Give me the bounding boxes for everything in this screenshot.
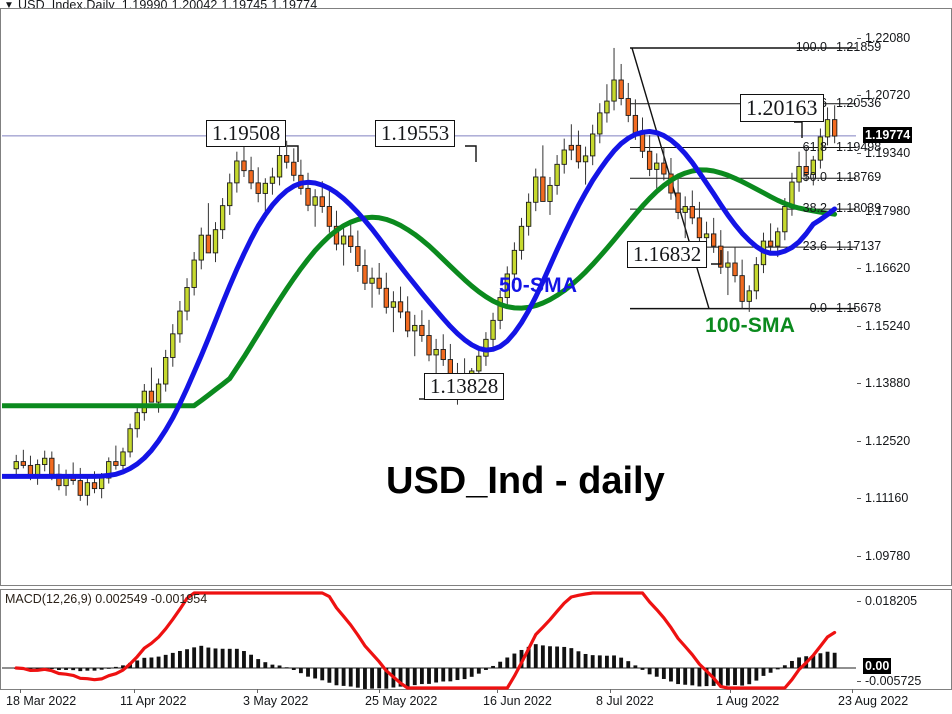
sma50-label: 50-SMA [499, 274, 578, 297]
sma100-line [2, 167, 838, 409]
price-tick-label: 1.22080 [865, 30, 911, 45]
macd-tick-label: -0.005725 [865, 674, 922, 688]
macd-pane[interactable]: 0.018205 0.00 -0.005725 [0, 589, 952, 690]
date-tick-label: 23 Aug 2022 [838, 694, 909, 708]
price-plot-area[interactable] [2, 10, 856, 586]
price-tick-mark [857, 383, 861, 385]
fib-level-label: 100.0 1.21859 [787, 40, 881, 54]
price-tick-label: 1.12520 [865, 433, 911, 448]
date-tick-label: 1 Aug 2022 [716, 694, 780, 708]
current-price-value: 1.19774 [863, 126, 913, 143]
macd-chart-svg [2, 591, 856, 690]
date-tick-label: 3 May 2022 [243, 694, 309, 708]
date-tick-mark [379, 689, 380, 693]
date-tick-mark [497, 689, 498, 693]
date-tick-mark [20, 689, 21, 693]
fib-level-price: 1.18769 [836, 170, 882, 185]
date-tick-label: 18 Mar 2022 [6, 694, 77, 708]
date-tick-label: 11 Apr 2022 [120, 694, 187, 708]
sma50-line [2, 129, 838, 479]
date-axis: 18 Mar 2022 11 Apr 2022 3 May 2022 25 May 2… [0, 689, 952, 714]
macd-scale[interactable]: 0.018205 0.00 -0.005725 [857, 590, 952, 689]
callout-leader-lines [287, 121, 803, 400]
macd-tick-label: 0.018205 [865, 594, 918, 608]
price-tick-mark [857, 440, 861, 442]
fib-level-price: 1.20536 [836, 95, 882, 110]
price-pane[interactable]: 100.01.2185978.61.2053661.81.1949850.01.… [0, 8, 952, 586]
macd-header-label: MACD(12,26,9) 0.002549 -0.001954 [5, 592, 208, 606]
fib-level-ratio: 0.0 [809, 300, 827, 315]
price-tick-label: 1.11160 [865, 491, 909, 506]
macd-tick-mark [857, 681, 861, 682]
fib-level-ratio: 38.2 [802, 201, 827, 216]
price-tick-label: 1.16620 [865, 260, 911, 275]
callout-113828[interactable]: 1.13828 [424, 373, 505, 401]
fib-level-label: 0.0 1.15678 [787, 300, 882, 315]
price-tick-mark [857, 37, 861, 39]
price-tick-mark [857, 267, 861, 269]
date-tick-label: 16 Jun 2022 [483, 694, 552, 708]
chart-title: USD_Ind - daily [386, 460, 665, 502]
price-tick-label: 1.19340 [865, 146, 911, 161]
candlestick-series [13, 47, 838, 506]
fib-level-price: 1.19498 [836, 139, 882, 154]
price-tick-mark [857, 210, 861, 212]
sma100-label: 100-SMA [705, 314, 796, 337]
fib-level-ratio: 61.8 [802, 139, 827, 154]
callout-119553[interactable]: 1.19553 [375, 120, 456, 148]
fib-level-price: 1.18039 [836, 201, 882, 216]
date-tick-label: 25 May 2022 [365, 694, 438, 708]
fib-level-label: 38.2 1.18039 [787, 201, 882, 216]
fib-level-ratio: 100.0 [795, 39, 827, 54]
fib-level-price: 1.17137 [836, 239, 882, 254]
price-tick-label: 1.20720 [865, 88, 911, 103]
date-tick-label: 8 Jul 2022 [596, 694, 654, 708]
price-tick-label: 1.15240 [865, 319, 911, 334]
price-tick-mark [857, 556, 861, 558]
date-tick-mark [610, 689, 611, 693]
date-tick-mark [852, 689, 853, 693]
price-scale[interactable]: 1.22080 1.20720 1.19340 1.17980 1.16620 1.152… [857, 9, 952, 585]
fib-level-ratio: 50.0 [802, 170, 827, 185]
macd-tick-mark [857, 601, 861, 602]
date-tick-mark [134, 689, 135, 693]
macd-histogram [14, 644, 837, 689]
fib-level-ratio: 23.6 [802, 239, 827, 254]
date-tick-mark [730, 689, 731, 693]
price-tick-label: 1.17980 [865, 203, 911, 218]
macd-tick-label: 0.00 [863, 658, 892, 674]
price-tick-mark [857, 498, 861, 500]
date-tick-mark [257, 689, 258, 693]
macd-signal-line [14, 591, 837, 690]
price-tick-mark [857, 95, 861, 97]
price-tick-label: 1.13880 [865, 376, 911, 391]
callout-120163[interactable]: 1.20163 [740, 94, 824, 123]
callout-116832[interactable]: 1.16832 [627, 241, 708, 269]
fib-level-label: 61.8 1.19498 [787, 139, 882, 154]
fib-level-price: 1.21859 [836, 39, 882, 54]
price-chart-svg [2, 47, 856, 506]
callout-119508[interactable]: 1.19508 [206, 120, 287, 148]
price-tick-mark [857, 153, 861, 155]
fib-level-label: 23.6 1.17137 [787, 239, 882, 254]
fib-level-price: 1.15678 [836, 300, 882, 315]
triangle-down-icon[interactable]: ▼ [4, 0, 14, 11]
macd-plot-area[interactable] [2, 591, 856, 690]
price-tick-mark [857, 326, 861, 328]
price-tick-label: 1.09780 [865, 549, 911, 564]
fib-level-label: 50.0 1.18769 [787, 170, 882, 185]
